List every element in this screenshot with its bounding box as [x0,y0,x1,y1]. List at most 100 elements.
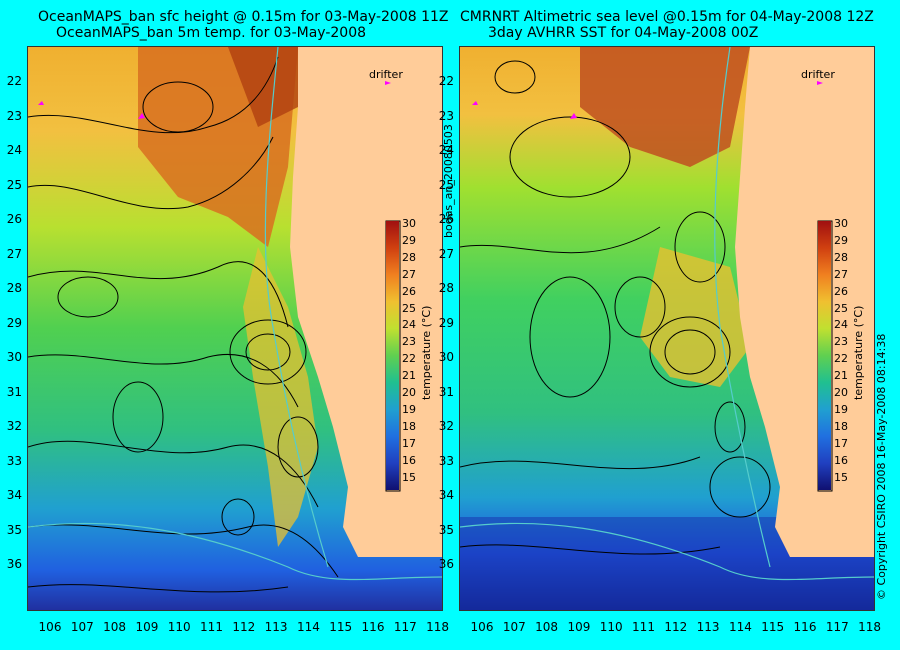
land-mass [290,47,442,557]
latitude-label: 33 [438,453,454,468]
drifter-marker [472,101,478,105]
colorbar-tick-label: 22 [834,352,848,366]
right-map-svg [460,47,874,610]
colorbar-tick-label: 20 [402,386,416,399]
bathymetry-line [264,47,329,568]
right-map-panel [459,46,875,611]
latitude-label: 22 [6,74,22,88]
colorbar-tick-label: 18 [402,419,416,433]
longitude-label: 110 [167,620,191,634]
left-map-panel [27,46,443,611]
latitude-label: 30 [6,350,22,364]
drifter-marker [38,101,44,105]
drifter-legend-marker [817,81,823,85]
colorbar-tick-label: 21 [402,369,416,383]
sea-height-contours [460,60,771,555]
latitude-label: 36 [6,557,22,571]
copyright-label: © Copyright CSIRO 2008 16-May-2008 08:14… [875,333,888,600]
latitude-label: 34 [438,488,454,502]
latitude-label: 34 [6,488,22,502]
colorbar-tick-label: 19 [402,402,416,416]
colorbar-tick-label: 16 [834,453,848,467]
colorbar-tick-label: 15 [834,470,848,484]
colorbar-tick-label: 20 [834,386,848,399]
drifter-marker [570,113,577,119]
longitude-label: 117 [393,620,417,634]
colorbar-tick-label: 29 [402,233,416,247]
latitude-label: 35 [6,522,22,537]
longitude-label: 118 [858,620,882,634]
colorbar-tick-label: 23 [402,335,416,349]
latitude-label: 30 [438,350,454,364]
latitude-label: 35 [438,522,454,537]
latitude-label: 28 [6,281,22,295]
right-title-line1: CMRNRT Altimetric sea level @0.15m for 0… [460,9,874,25]
colorbar-tick-label: 28 [402,250,416,264]
colorbar-tick-label: 29 [834,233,848,247]
right-colorbar-label: temperature (°C) [852,305,865,400]
longitude-label: 109 [135,620,159,634]
latitude-label: 26 [438,212,454,226]
colorbar-tick-label: 15 [402,470,416,484]
left-colorbar-label: temperature (°C) [420,305,433,400]
colorbar-tick-label: 22 [402,352,416,366]
left-title-line2: OceanMAPS_ban 5m temp. for 03-May-2008 [56,25,367,41]
longitude-label: 109 [567,620,591,634]
longitude-label: 115 [761,620,785,634]
colorbar-tick-label: 18 [834,419,848,433]
longitude-label: 118 [426,620,450,634]
colorbar-tick-label: 21 [834,369,848,383]
longitude-label: 111 [200,620,223,634]
latitude-label: 24 [438,143,454,157]
longitude-label: 107 [502,620,526,634]
left-drifter-label: drifter [369,68,403,81]
longitude-label: 106 [38,620,62,634]
colorbar-tick-label: 28 [834,250,848,264]
right-drifter-label: drifter [801,68,835,81]
longitude-label: 106 [470,620,494,634]
drifter-legend-marker [385,81,391,85]
colorbar-tick-label: 23 [834,335,848,349]
longitude-label: 111 [632,620,655,634]
colorbar-tick-label: 19 [834,402,848,416]
longitude-label: 113 [264,620,288,634]
latitude-label: 29 [6,315,22,330]
left-title-line1: OceanMAPS_ban sfc height @ 0.15m for 03-… [38,9,449,25]
colorbar-tick-label: 16 [402,453,416,467]
longitude-label: 116 [793,620,817,634]
latitude-label: 32 [6,419,22,433]
latitude-label: 26 [6,212,22,226]
latitude-label: 27 [438,246,454,261]
longitude-label: 116 [361,620,385,634]
longitude-label: 112 [232,620,256,634]
hot-region [228,47,308,127]
left-map-svg [28,47,442,610]
latitude-label: 24 [6,143,22,157]
longitude-label: 113 [696,620,720,634]
longitude-label: 117 [825,620,849,634]
left-colorbar-gradient [386,221,399,490]
latitude-label: 27 [6,246,22,261]
longitude-label: 115 [329,620,353,634]
latitude-label: 29 [438,315,454,330]
latitude-label: 22 [438,74,454,88]
latitude-label: 25 [438,177,454,192]
bathymetry-line-south [28,522,442,581]
latitude-label: 31 [438,384,454,399]
latitude-label: 32 [438,419,454,433]
right-colorbar-gradient [818,221,831,490]
longitude-label: 110 [599,620,623,634]
latitude-label: 23 [438,108,454,123]
colorbar-tick-label: 24 [402,318,416,332]
colorbar-tick-label: 26 [834,284,848,298]
bathymetry-line [714,47,771,568]
leeuwin-current [243,247,318,547]
land-mass [735,47,874,557]
latitude-label: 33 [6,453,22,468]
longitude-label: 112 [664,620,688,634]
drifter-marker [138,113,145,119]
colorbar-tick-label: 17 [834,436,848,450]
right-title-line2: 3day AVHRR SST for 04-May-2008 00Z [488,25,759,41]
colorbar-tick-label: 25 [834,301,848,315]
latitude-label: 23 [6,108,22,123]
